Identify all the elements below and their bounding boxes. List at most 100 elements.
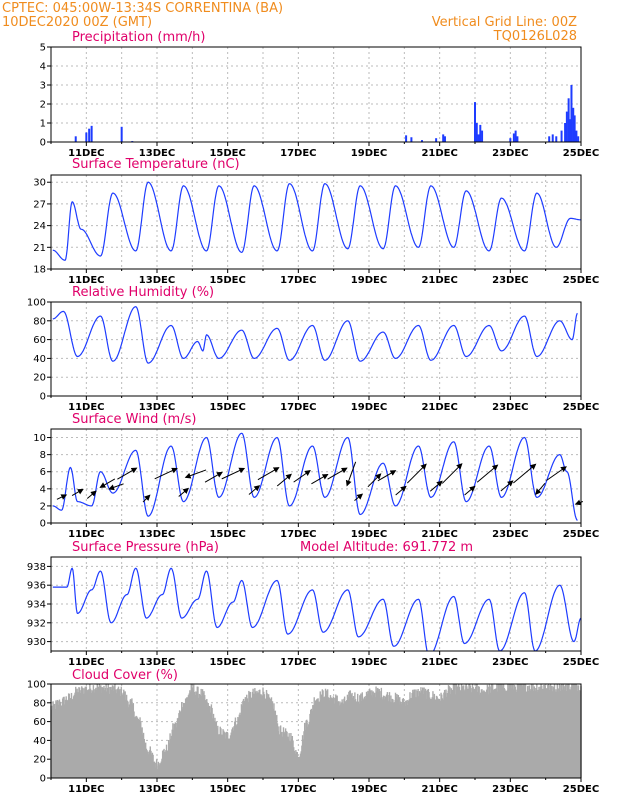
cloud-bar <box>269 699 271 778</box>
cloud-bar <box>321 689 324 778</box>
cloud-bar <box>451 690 453 778</box>
pres-xtick-label: 11DEC <box>68 657 104 668</box>
cloud-bar <box>187 695 190 778</box>
cloud-bar <box>299 753 302 778</box>
cloud-bar <box>379 697 382 778</box>
cloud-bar <box>137 718 139 778</box>
cloud-bar <box>485 689 488 778</box>
cloud-bar <box>160 761 162 778</box>
cloud-bar <box>156 765 158 778</box>
rh-ytick-label: 20 <box>33 373 46 384</box>
wind-ytick-label: 8 <box>40 450 46 461</box>
cloud-bar <box>159 765 161 778</box>
cloud-bar <box>71 699 73 778</box>
cloud-bar <box>163 748 165 778</box>
cloud-bar <box>475 684 478 778</box>
cloud-bar <box>303 731 305 778</box>
cloud-bar <box>525 691 527 778</box>
cloud-bar <box>409 692 411 778</box>
cloud-bar <box>181 708 184 778</box>
cloud-bar <box>363 699 365 778</box>
wind-arrow <box>345 461 357 487</box>
cloud-bar <box>61 705 63 778</box>
cloud-bar <box>62 696 65 778</box>
cloud-bar <box>466 689 469 778</box>
cloud-bar <box>218 734 221 778</box>
cloud-bar <box>167 739 170 778</box>
cloud-bar <box>448 686 450 778</box>
temp-xtick-label: 21DEC <box>421 275 457 286</box>
temp-xtick-label: 15DEC <box>209 275 245 286</box>
temp-ytick-label: 21 <box>33 243 46 254</box>
cloud-bar <box>381 697 383 778</box>
wind-arrow <box>184 469 207 479</box>
precip-bar <box>555 136 558 142</box>
cloud-bar <box>64 699 67 778</box>
precip-xtick-label: 25DEC <box>563 148 599 159</box>
cloud-bar <box>413 689 416 778</box>
cloud-bar <box>104 690 106 778</box>
cloud-bar <box>541 685 543 778</box>
cloud-bar <box>339 701 341 778</box>
wind-arrow <box>154 467 178 480</box>
cloud-xtick-label: 21DEC <box>421 784 457 795</box>
precip-xtick-label: 21DEC <box>421 148 457 159</box>
rh-series-line <box>52 306 578 364</box>
cloud-bar <box>92 685 95 778</box>
cloud-bar <box>471 684 474 778</box>
cloud-bar <box>63 696 65 778</box>
cloud-bar <box>242 700 244 778</box>
precip-bar <box>509 138 512 142</box>
wind-ytick-label: 0 <box>40 519 46 530</box>
cloud-bar <box>494 689 497 778</box>
cloud-bar <box>326 695 328 778</box>
wind-arrow <box>142 494 151 503</box>
cloud-bar <box>235 726 238 778</box>
cloud-bar <box>263 691 265 778</box>
temp-ytick-label: 30 <box>33 178 46 189</box>
pressure-title: Surface Pressure (hPa) <box>72 540 219 555</box>
cloud-bar <box>435 699 437 778</box>
cloud-bar <box>502 684 504 778</box>
cloud-bar <box>382 695 385 778</box>
cloud-bar <box>134 717 136 778</box>
cloud-xtick-label: 19DEC <box>351 784 387 795</box>
cloud-bar <box>192 689 194 778</box>
cloud-bar <box>191 687 194 778</box>
cloud-bar <box>515 691 518 778</box>
cloud-bar <box>314 704 316 778</box>
cloud-bar <box>176 722 178 778</box>
precip-bar <box>435 138 438 142</box>
cloud-bar <box>301 745 303 778</box>
cloud-bar <box>214 717 216 778</box>
cloud-bar <box>551 685 553 778</box>
cloud-bar <box>432 697 435 778</box>
cloud-bar <box>537 689 539 778</box>
cloud-bar <box>499 684 501 778</box>
cloud-bar <box>240 704 243 778</box>
cloud-bar <box>454 694 457 778</box>
cloud-bar <box>559 691 561 778</box>
cloud-bar <box>293 750 296 778</box>
temp-xtick-label: 11DEC <box>68 275 104 286</box>
cloud-bar <box>206 707 209 778</box>
wind-ytick-label: 10 <box>33 433 46 444</box>
cloud-bar <box>569 690 572 778</box>
cloud-bar <box>402 698 404 778</box>
cloud-bar <box>386 692 389 778</box>
cloud-bar <box>528 691 530 778</box>
cloud-bar <box>416 697 418 778</box>
cloud-bar <box>237 716 239 778</box>
temp-xtick-label: 23DEC <box>492 275 528 286</box>
cloud-bar <box>119 689 121 778</box>
cloud-bar <box>369 688 371 778</box>
cloud-bar <box>211 707 213 778</box>
cloud-bar <box>282 736 284 778</box>
cloud-bar <box>336 695 338 778</box>
cloud-bar <box>300 751 302 778</box>
cloud-bar <box>299 757 301 778</box>
cloud-bar <box>425 690 427 778</box>
cloud-bar <box>201 689 204 778</box>
cloud-bar <box>217 725 219 778</box>
cloud-bar <box>150 750 152 778</box>
